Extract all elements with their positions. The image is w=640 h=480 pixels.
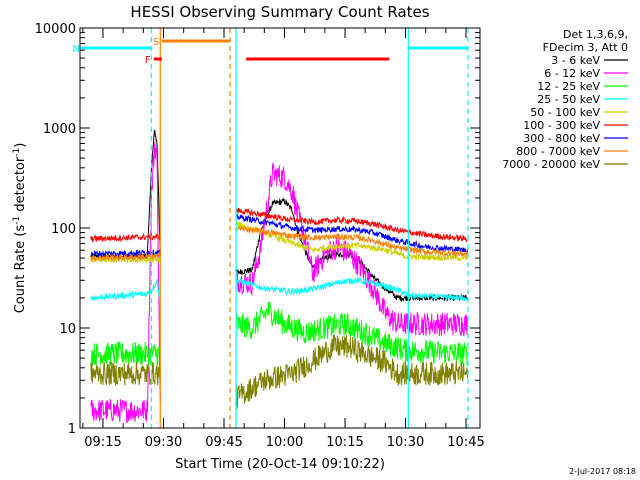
y-tick-label-2: 100 [51,222,76,237]
plot-timestamp: 2-Jul-2017 08:18 [569,467,636,476]
x-tick-label-5: 10:30 [387,435,424,450]
axes: 1 10 100 1000 10000 09:15 09:30 09:45 10:00 10:15… [35,22,485,450]
series-line-1-1 [235,162,468,337]
series-line-6-1 [235,213,468,255]
series-line-7-0 [90,252,161,263]
legend-label-3: 25 - 50 keV [537,93,600,106]
x-tick-label-3: 10:00 [266,435,303,450]
legend-header-1: FDecim 3, Att 0 [543,41,628,54]
legend-label-5: 100 - 300 keV [523,119,600,132]
legend-header-0: Det 1,3,6,9, [563,28,628,41]
chart-title: HESSI Observing Summary Count Rates [130,3,429,21]
series-line-7-1 [235,225,468,258]
flag-label-F: F [145,55,151,66]
series-line-6-0 [90,249,162,258]
y-tick-label-4: 10000 [35,22,76,37]
flag-label-N: N [72,44,79,55]
plot-area [81,28,469,428]
x-tick-label-2: 09:45 [205,435,242,450]
y-tick-label-1: 10 [59,322,76,337]
series-line-2-0 [90,340,162,367]
legend-label-7: 800 - 7000 keV [516,145,600,158]
y-axis-label: Count Rate (s-1 detector-1) [12,143,28,314]
x-tick-label-1: 09:30 [145,435,182,450]
legend-label-0: 3 - 6 keV [551,54,600,67]
x-tick-label-6: 10:45 [447,435,484,450]
series-line-3-1 [235,277,468,302]
legend-label-1: 6 - 12 keV [544,67,600,80]
legend-label-8: 7000 - 20000 keV [502,158,600,171]
series-line-3-0 [90,278,162,302]
series-line-1-0 [90,142,162,424]
y-tick-label-0: 1 [68,422,76,437]
series-line-8-1 [235,334,468,409]
x-tick-label-4: 10:15 [326,435,363,450]
legend-label-4: 50 - 100 keV [530,106,600,119]
legend-label-2: 12 - 25 keV [537,80,600,93]
series-line-2-1 [235,301,468,366]
x-tick-label-0: 09:15 [84,435,121,450]
series-line-5-0 [90,232,162,243]
plot-frame [79,27,481,429]
legend-label-6: 300 - 800 keV [523,132,600,145]
y-tick-label-3: 1000 [43,122,76,137]
series-line-8-0 [90,361,162,386]
series-line-5-1 [235,208,468,243]
x-axis-label: Start Time (20-Oct-14 09:10:22) [175,457,385,472]
flag-label-S: S [153,37,159,48]
